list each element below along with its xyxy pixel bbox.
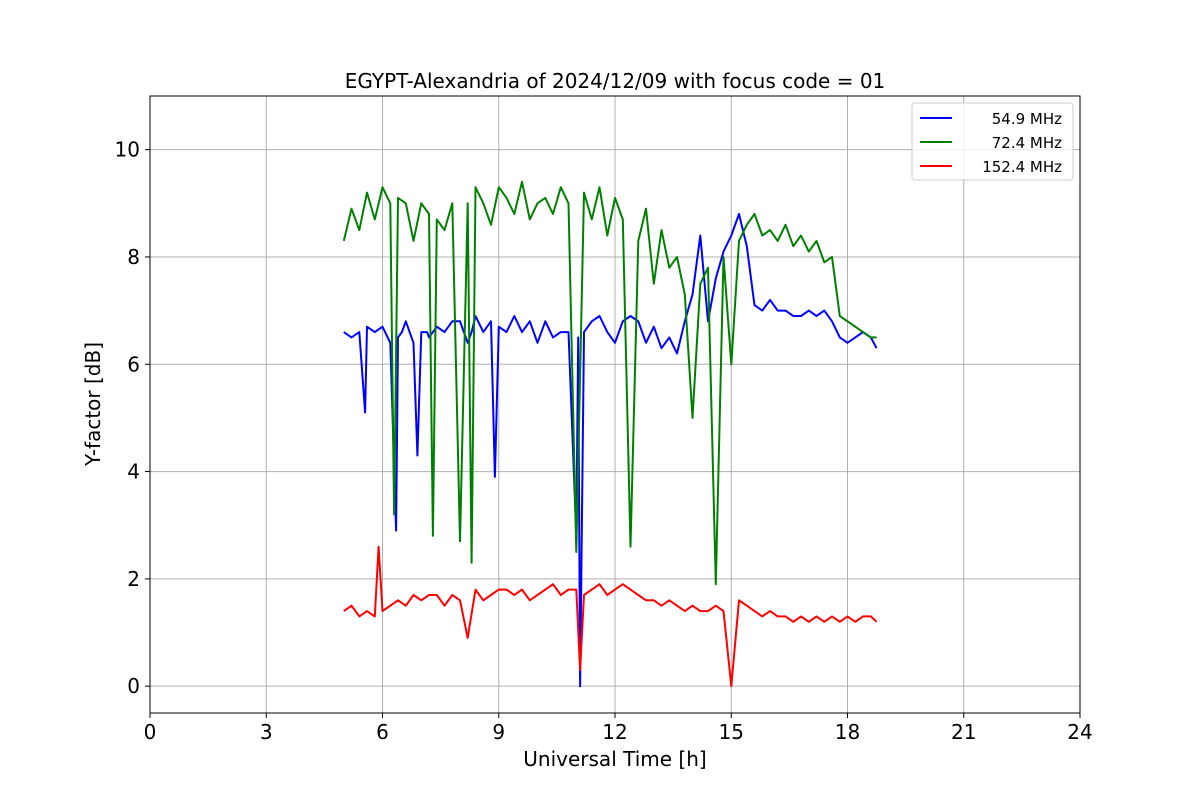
y-tick-label: 8 [127, 245, 140, 269]
series-line-72-4-mhz [342, 180, 877, 586]
x-tick-label: 18 [835, 720, 860, 744]
legend: 54.9 MHz 72.4 MHz 152.4 MHz [911, 102, 1074, 181]
y-tick-label: 4 [127, 460, 140, 484]
legend-label: 152.4 MHz [982, 158, 1062, 176]
y-tick-label: 2 [127, 567, 140, 591]
legend-label: 54.9 MHz [992, 110, 1062, 128]
x-tick-label: 24 [1067, 720, 1092, 744]
y-tick-label: 0 [127, 674, 140, 698]
series-line-152-4-mhz [343, 545, 878, 688]
x-tick-label: 3 [260, 720, 273, 744]
x-axis-label: Universal Time [h] [523, 747, 706, 771]
x-tick-label: 0 [144, 720, 157, 744]
series-layer [342, 180, 878, 688]
legend-label: 72.4 MHz [992, 134, 1062, 152]
legend-box [911, 102, 1074, 181]
x-tick-label: 6 [376, 720, 389, 744]
chart-title: EGYPT-Alexandria of 2024/12/09 with focu… [345, 69, 886, 93]
y-axis: 0 2 4 6 8 10 [115, 138, 150, 698]
y-axis-label: Y-factor [dB] [81, 342, 105, 467]
x-tick-label: 9 [492, 720, 505, 744]
x-tick-label: 15 [719, 720, 744, 744]
x-tick-label: 12 [602, 720, 627, 744]
y-tick-label: 10 [115, 138, 140, 162]
x-tick-label: 21 [951, 720, 976, 744]
x-axis: 0 3 6 9 12 15 18 21 24 [144, 713, 1093, 744]
series-line-54-9-mhz [343, 213, 878, 688]
y-tick-label: 6 [127, 352, 140, 376]
